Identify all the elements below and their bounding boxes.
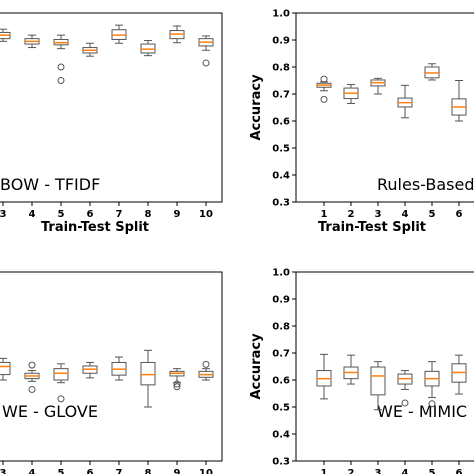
x-tick-label: 4 [29,468,36,474]
panel-title: BOW - TFIDF [0,175,100,194]
y-tick-label: 0.9 [272,36,290,47]
x-tick-label: 1 [321,209,328,220]
x-tick-label: 4 [29,209,36,220]
y-tick-label: 0.5 [272,144,290,155]
panel-title: WE - MIMIC [377,402,467,421]
x-tick-label: 8 [145,468,152,474]
x-axis-label: Train-Test Split [41,220,149,235]
plot-frame [0,12,223,203]
x-tick-label: 4 [402,468,409,474]
plot-frame [0,271,223,462]
x-tick-label: 5 [429,468,436,474]
outlier-point [57,63,65,71]
x-tick-label: 5 [429,209,436,220]
outlier-point [57,77,65,84]
x-tick-label: 9 [174,209,181,220]
y-tick-label: 0.3 [272,198,290,209]
y-tick-label: 0.9 [272,295,290,306]
x-tick-label: 7 [116,209,123,220]
y-axis-label: Accuracy [249,333,264,400]
outlier-point [320,75,328,83]
plot-frame [295,12,474,203]
outlier-point [173,383,181,391]
outlier-point [202,59,210,67]
x-tick-label: 5 [58,468,65,474]
outlier-point [202,360,210,368]
x-axis-label: Train-Test Split [318,220,426,235]
x-tick-label: 6 [456,468,463,474]
outlier-point [173,380,181,388]
x-tick-label: 1 [321,468,328,474]
y-tick-label: 0.6 [272,376,290,387]
x-tick-label: 2 [348,468,355,474]
box-3 [0,361,11,376]
box-5 [53,368,69,381]
box-8 [140,361,156,386]
x-tick-label: 8 [145,209,152,220]
y-tick-label: 0.6 [272,117,290,128]
x-tick-label: 4 [402,209,409,220]
y-tick-label: 0.4 [272,430,290,441]
x-tick-label: 7 [116,468,123,474]
x-tick-label: 6 [87,468,94,474]
x-tick-label: 9 [174,468,181,474]
panel-title: Rules-Based [377,175,474,194]
y-tick-label: 0.4 [272,171,290,182]
panel-title: WE - GLOVE [2,402,98,421]
x-tick-label: 2 [348,209,355,220]
y-axis-label: Accuracy [249,74,264,141]
box-3 [370,366,386,396]
outlier-point [320,95,328,103]
y-tick-label: 0.7 [272,349,290,360]
x-tick-label: 10 [199,209,213,220]
y-tick-label: 1.0 [272,268,290,279]
y-tick-label: 1.0 [272,9,290,20]
y-tick-label: 0.8 [272,322,290,333]
y-tick-label: 0.3 [272,457,290,468]
x-tick-label: 6 [87,209,94,220]
x-tick-label: 3 [0,209,7,220]
y-tick-label: 0.8 [272,63,290,74]
x-tick-label: 5 [58,209,65,220]
y-tick-label: 0.5 [272,403,290,414]
outlier-point [28,361,36,369]
x-tick-label: 3 [375,468,382,474]
outlier-point [428,400,436,408]
x-tick-label: 3 [375,209,382,220]
outlier-point [28,385,36,393]
x-tick-label: 3 [0,468,7,474]
plot-frame [295,271,474,462]
y-tick-label: 0.7 [272,90,290,101]
outlier-point [401,399,409,407]
outlier-point [57,395,65,403]
x-tick-label: 6 [456,209,463,220]
x-tick-label: 10 [199,468,213,474]
